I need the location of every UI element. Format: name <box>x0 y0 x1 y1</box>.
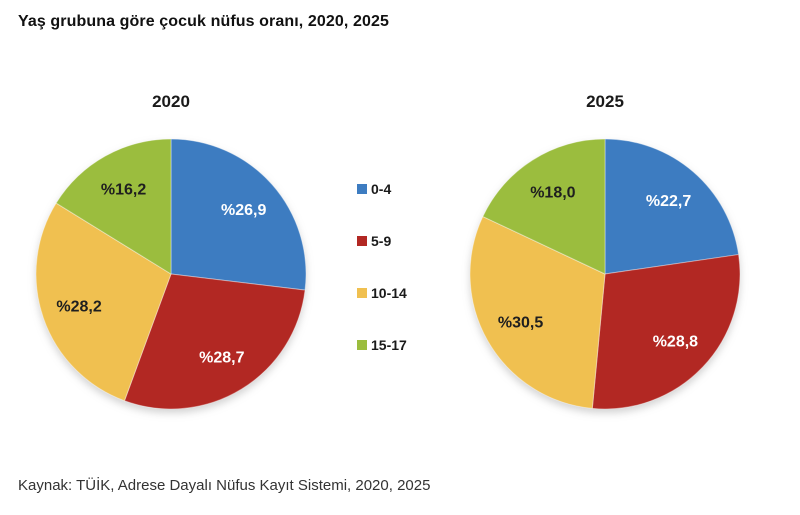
pie-value-label-0-4: %26,9 <box>221 202 266 219</box>
pie-slice-0-4 <box>170 139 306 291</box>
pie-value-label-15-17: %18,0 <box>530 184 575 201</box>
pie-slice-0-4 <box>604 139 740 275</box>
legend: 0-4 5-9 10-14 15-17 <box>357 180 407 388</box>
pie-slice-10-14 <box>36 202 172 402</box>
legend-item-0-4: 0-4 <box>357 180 407 198</box>
pie-chart-2020: %26,9 %28,7 %28,2 %16,2 <box>36 139 306 409</box>
legend-item-5-9: 5-9 <box>357 232 407 250</box>
pie-value-label-15-17: %16,2 <box>101 182 146 199</box>
pie-slice-10-14 <box>470 215 606 409</box>
legend-swatch-0-4 <box>357 184 367 194</box>
pie-value-label-10-14: %28,2 <box>56 298 101 315</box>
legend-swatch-10-14 <box>357 288 367 298</box>
legend-swatch-5-9 <box>357 236 367 246</box>
legend-item-10-14: 10-14 <box>357 284 407 302</box>
pie-chart-2025: %22,7 %28,8 %30,5 %18,0 <box>470 139 740 409</box>
chart-title-2025: 2025 <box>586 92 624 111</box>
pie-value-label-5-9: %28,8 <box>653 334 698 351</box>
pie-slice-5-9 <box>123 273 306 409</box>
pie-slice-5-9 <box>591 253 740 409</box>
legend-label-5-9: 5-9 <box>371 233 392 249</box>
pie-slice-15-17 <box>482 139 606 275</box>
pie-value-label-5-9: %28,7 <box>199 349 244 366</box>
pie-value-label-0-4: %22,7 <box>646 193 691 210</box>
figure-title: Yaş grubuna göre çocuk nüfus oranı, 2020… <box>18 13 389 30</box>
pie-value-label-10-14: %30,5 <box>498 315 543 332</box>
legend-label-10-14: 10-14 <box>371 285 407 301</box>
legend-swatch-15-17 <box>357 340 367 350</box>
legend-label-0-4: 0-4 <box>371 181 392 197</box>
chart-title-2020: 2020 <box>152 92 190 111</box>
legend-item-15-17: 15-17 <box>357 336 407 354</box>
pie-slice-15-17 <box>55 139 172 275</box>
source-note: Kaynak: TÜİK, Adrese Dayalı Nüfus Kayıt … <box>18 477 431 494</box>
legend-label-15-17: 15-17 <box>371 337 407 353</box>
